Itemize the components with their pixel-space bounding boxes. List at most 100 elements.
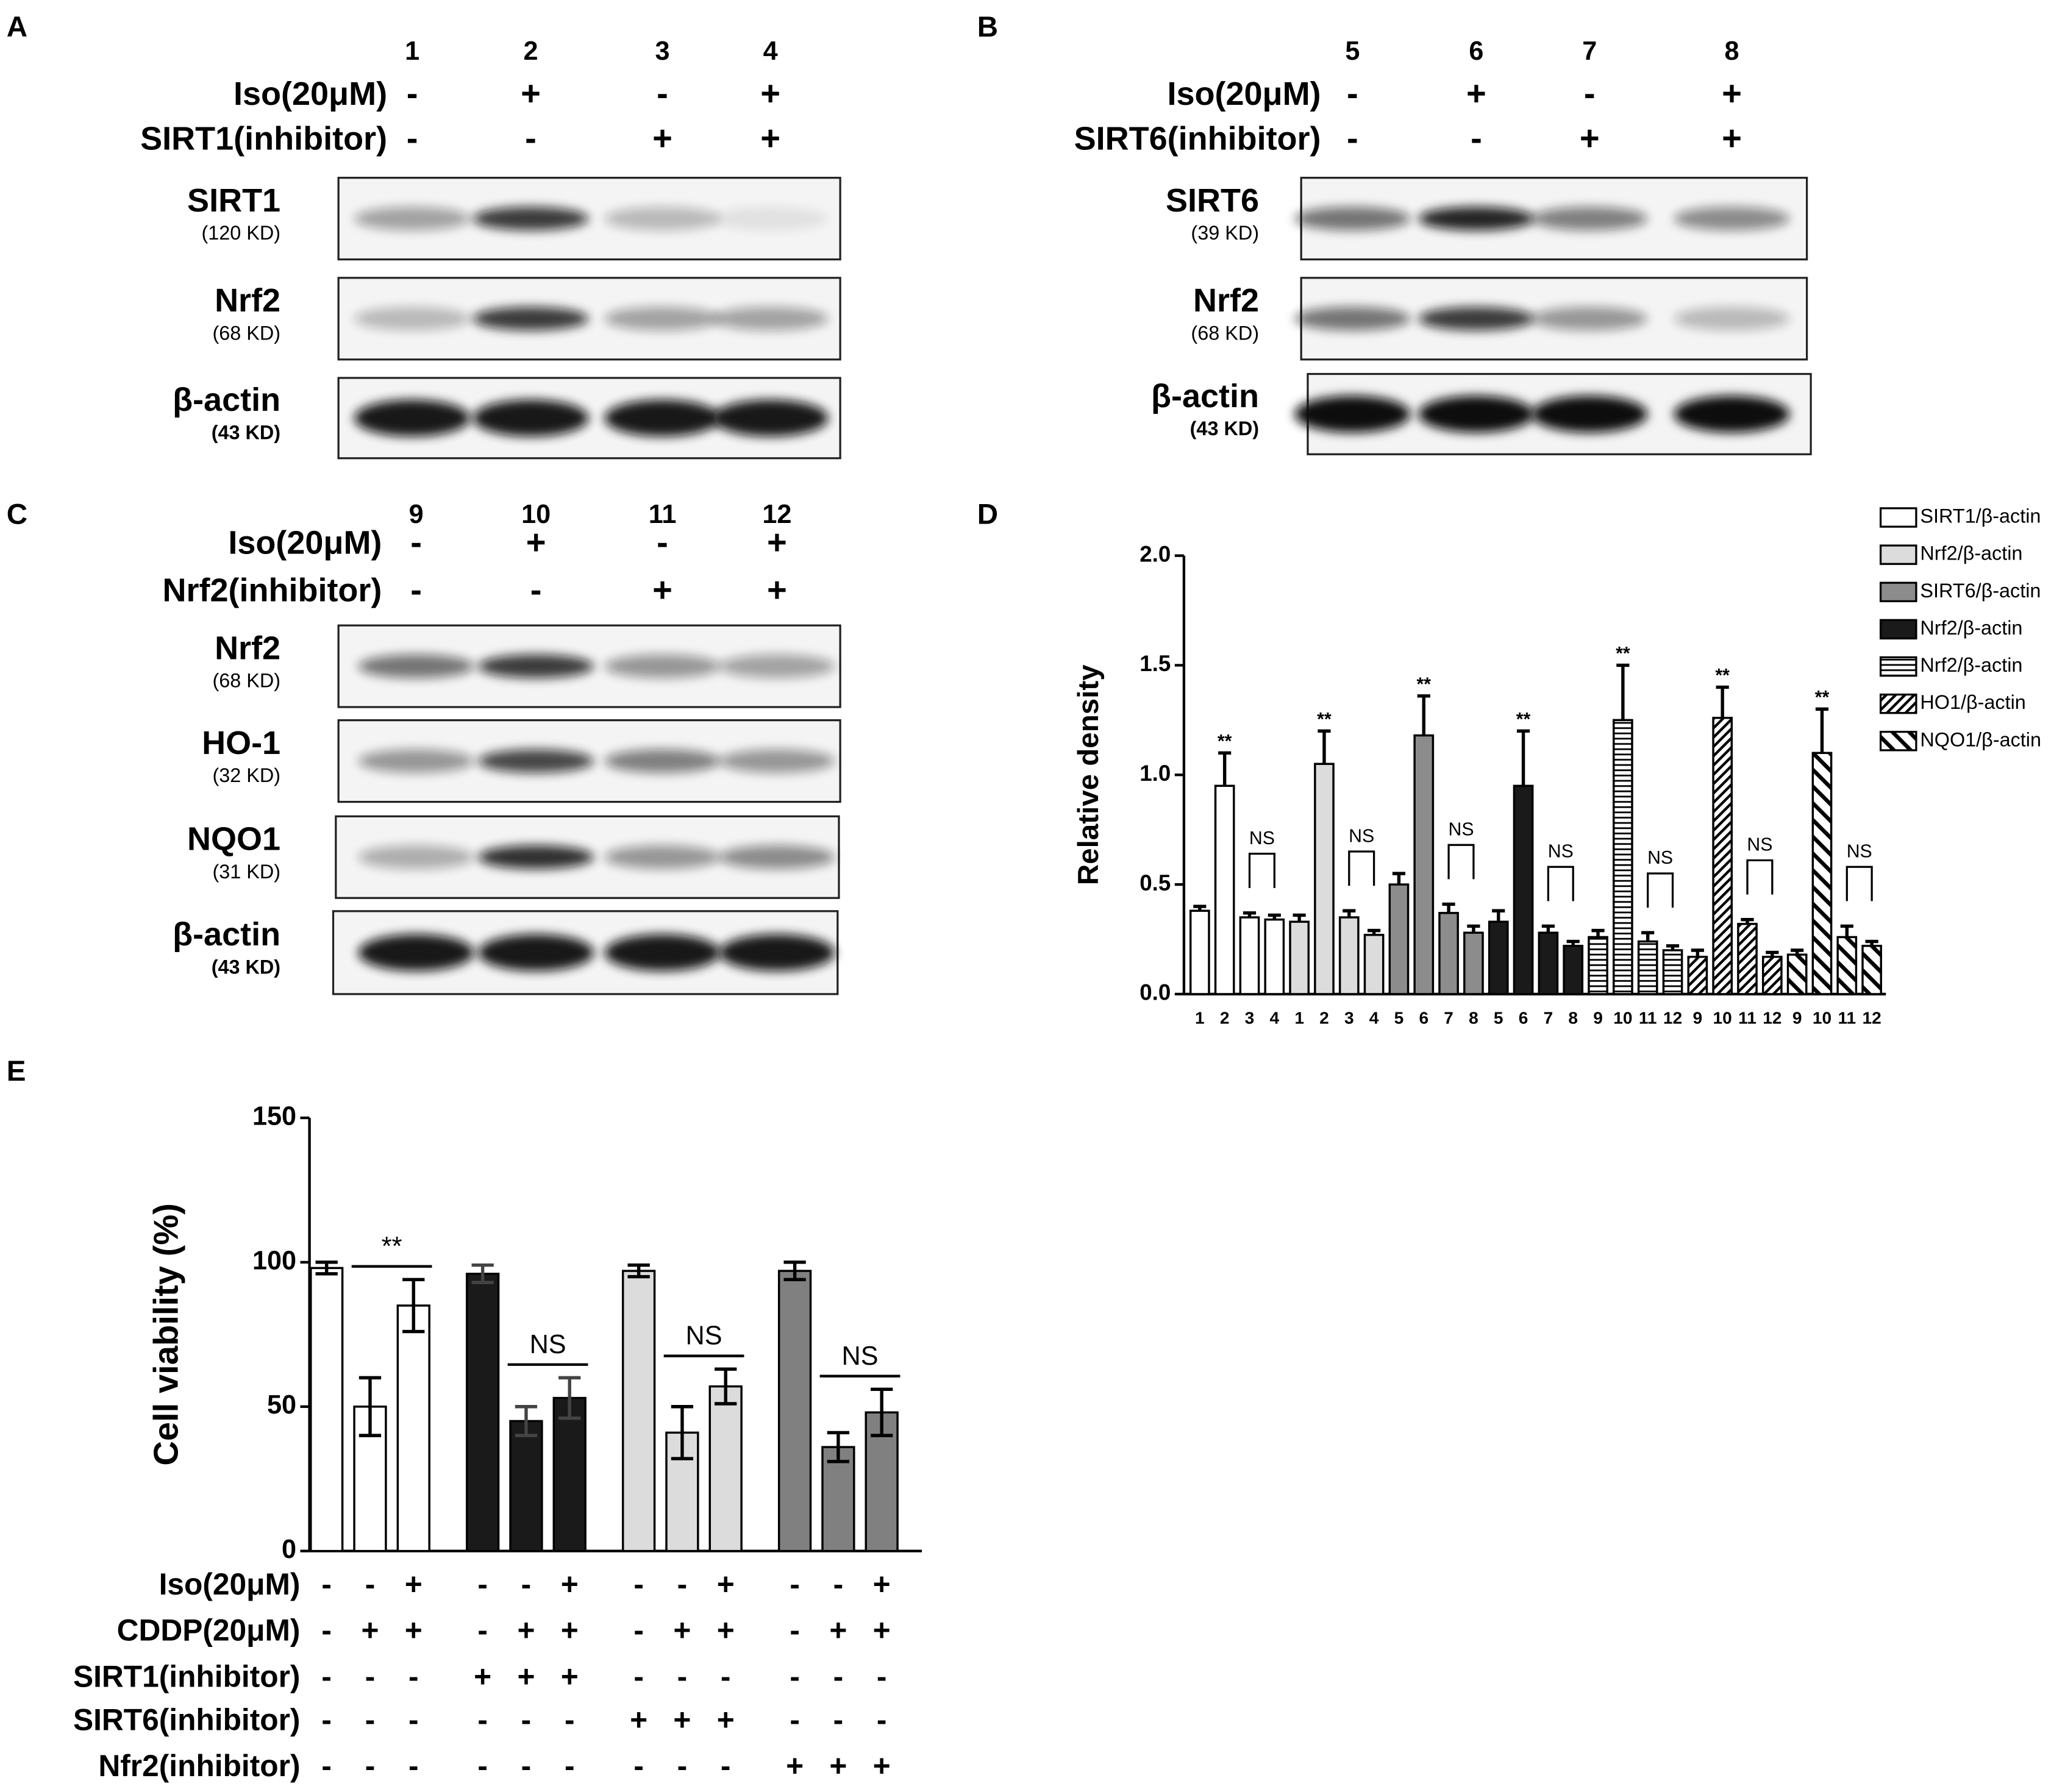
condition-sign: -	[677, 1567, 688, 1601]
condition-sign: -	[365, 1659, 376, 1693]
bar	[1662, 949, 1683, 995]
lane-number: 1	[405, 37, 419, 66]
error-bar	[1392, 872, 1406, 885]
error-bar	[827, 1431, 850, 1463]
ns-bracket	[1846, 866, 1873, 901]
significance-label: NS	[1349, 826, 1374, 846]
condition-sign: -	[833, 1567, 844, 1601]
condition-sign: -	[525, 119, 537, 157]
error-bar	[558, 1376, 581, 1420]
condition-sign: +	[767, 571, 787, 609]
condition-sign: +	[760, 74, 780, 113]
error-bar	[1268, 913, 1281, 920]
condition-sign: +	[873, 1749, 891, 1783]
significance-label: **	[382, 1232, 402, 1261]
condition-sign: -	[565, 1703, 575, 1737]
blot-band	[354, 207, 471, 231]
condition-sign: +	[786, 1749, 804, 1783]
y-tick-label: 100	[252, 1246, 296, 1275]
x-tick-label: 1	[1195, 1008, 1205, 1027]
blot-band	[1674, 307, 1790, 331]
condition-sign: -	[410, 571, 422, 609]
x-tick-label: 2	[1220, 1008, 1230, 1027]
band-size: (68 KD)	[1191, 322, 1259, 344]
condition-sign: -	[365, 1749, 376, 1783]
ns-bracket	[1647, 872, 1674, 908]
legend-label: NQO1/β-actin	[1920, 728, 2041, 750]
bar	[466, 1273, 500, 1552]
band-name: Nrf2	[215, 630, 280, 666]
condition-sign: -	[407, 74, 418, 113]
condition-sign: +	[561, 1613, 579, 1648]
band-name: SIRT6	[1166, 182, 1259, 219]
condition-sign: +	[767, 523, 787, 561]
band-size: (68 KD)	[212, 322, 280, 344]
bar	[1811, 752, 1833, 995]
error-bar	[1417, 694, 1430, 736]
condition-name: Nfr2(inhibitor)	[98, 1749, 300, 1783]
x-tick-label: 11	[1838, 1008, 1856, 1027]
condition-sign: -	[721, 1749, 731, 1783]
blot-band	[719, 654, 835, 678]
panel-label: C	[7, 498, 27, 530]
error-bar	[1492, 909, 1505, 922]
bar	[1538, 931, 1559, 995]
ns-bracket	[1348, 850, 1375, 886]
legend-swatch	[1879, 581, 1917, 602]
condition-sign: -	[833, 1659, 844, 1693]
condition-sign: -	[477, 1749, 488, 1783]
condition-sign: -	[1584, 74, 1596, 113]
blot-band	[1294, 396, 1411, 433]
band-size: (39 KD)	[1191, 222, 1259, 244]
bar	[1363, 934, 1385, 995]
y-tick-label: 0	[282, 1535, 296, 1564]
lane-number: 11	[649, 500, 677, 529]
error-bar	[1193, 905, 1207, 911]
blot-band	[712, 307, 829, 331]
condition-sign: +	[873, 1567, 891, 1601]
condition-sign: +	[652, 119, 672, 157]
error-bar	[1791, 948, 1804, 955]
band-size: (32 KD)	[212, 764, 280, 786]
x-tick-label: 10	[1613, 1008, 1632, 1027]
condition-sign: -	[408, 1749, 419, 1783]
legend-swatch	[1879, 693, 1917, 714]
condition-sign: -	[790, 1567, 800, 1601]
significance-label: NS	[530, 1330, 566, 1359]
error-bar	[1865, 939, 1878, 946]
error-bar	[627, 1263, 650, 1279]
significance-label: **	[1416, 675, 1431, 695]
significance-label: **	[1218, 731, 1232, 752]
lane-number: 10	[521, 500, 551, 529]
blot-band	[719, 845, 835, 869]
panel-label: D	[977, 498, 998, 530]
blot-band	[604, 749, 721, 773]
condition-sign: +	[517, 1659, 535, 1693]
blot-band	[358, 654, 474, 678]
condition-sign: -	[1347, 119, 1358, 157]
condition-sign: +	[652, 571, 672, 609]
x-tick-label: 4	[1369, 1008, 1379, 1027]
legend-swatch	[1879, 656, 1917, 677]
condition-sign: +	[405, 1567, 423, 1601]
blot-band	[719, 934, 835, 972]
blot-band	[1674, 207, 1790, 231]
x-tick-label: 12	[1763, 1008, 1781, 1027]
blot-band	[1294, 207, 1411, 231]
error-bar	[1516, 729, 1530, 786]
condition-sign: -	[657, 523, 668, 561]
blot-band	[473, 307, 589, 331]
condition-sign: +	[1466, 74, 1486, 113]
condition-sign: -	[477, 1567, 488, 1601]
x-tick-label: 1	[1294, 1008, 1304, 1027]
condition-name: SIRT6(inhibitor)	[1074, 120, 1321, 157]
condition-sign: +	[361, 1613, 379, 1648]
error-bar	[1691, 948, 1704, 957]
condition-sign: -	[633, 1749, 644, 1783]
bar	[1463, 931, 1484, 995]
lane-number: 7	[1582, 37, 1597, 66]
condition-sign: -	[565, 1749, 575, 1783]
blot-band	[478, 749, 594, 773]
error-bar	[515, 1405, 538, 1437]
